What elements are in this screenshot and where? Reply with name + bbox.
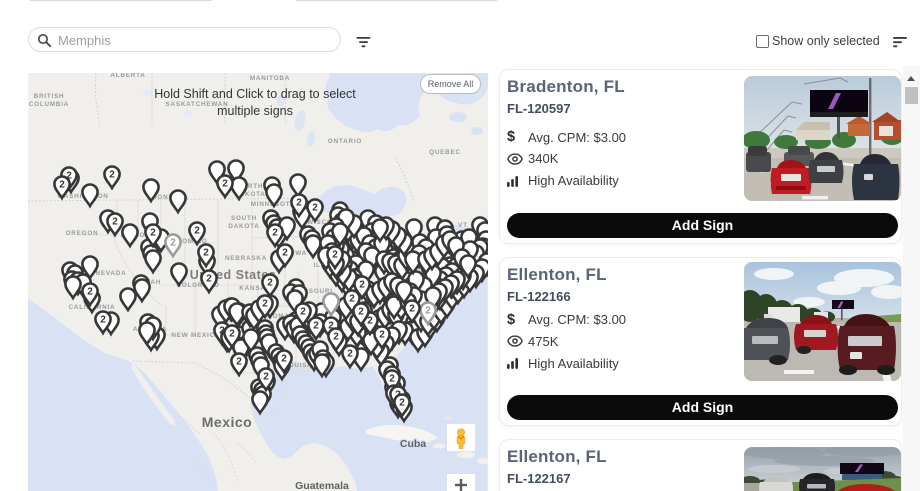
svg-text:NEBRASKA: NEBRASKA: [225, 255, 267, 262]
svg-text:SOUTH: SOUTH: [231, 215, 257, 222]
svg-text:COLUMBIA: COLUMBIA: [29, 101, 69, 108]
svg-text:DAKOTA: DAKOTA: [228, 223, 259, 230]
svg-text:OREGON: OREGON: [66, 230, 99, 237]
svg-text:DAKOTA: DAKOTA: [234, 191, 265, 198]
svg-text:VT: VT: [458, 222, 468, 229]
svg-text:MANITOBA: MANITOBA: [250, 75, 290, 82]
svg-text:ONTARIO: ONTARIO: [328, 138, 362, 145]
svg-text:NORTH: NORTH: [237, 183, 263, 190]
svg-text:Guatemala: Guatemala: [295, 480, 349, 491]
svg-text:COLORADO: COLORADO: [176, 282, 219, 289]
svg-text:KANSAS: KANSAS: [239, 285, 270, 292]
svg-text:NEVADA: NEVADA: [96, 270, 127, 277]
svg-text:SASKATCHEWAN: SASKATCHEWAN: [165, 101, 228, 108]
svg-text:QUEBEC: QUEBEC: [429, 149, 461, 156]
svg-text:ALBERTA: ALBERTA: [110, 73, 145, 79]
svg-text:UTAH: UTAH: [141, 279, 161, 286]
svg-text:WYOMING: WYOMING: [170, 238, 207, 245]
svg-text:NEW MEXICO: NEW MEXICO: [171, 332, 220, 339]
svg-text:BRITISH: BRITISH: [34, 93, 65, 100]
svg-text:Cuba: Cuba: [400, 438, 426, 450]
svg-text:IOWA: IOWA: [287, 250, 307, 257]
svg-text:Mexico: Mexico: [202, 414, 252, 430]
svg-text:MISSOURI: MISSOURI: [295, 288, 333, 295]
svg-text:LOUISIANA: LOUISIANA: [284, 362, 326, 369]
svg-text:OKLAHOMA: OKLAHOMA: [246, 313, 289, 320]
